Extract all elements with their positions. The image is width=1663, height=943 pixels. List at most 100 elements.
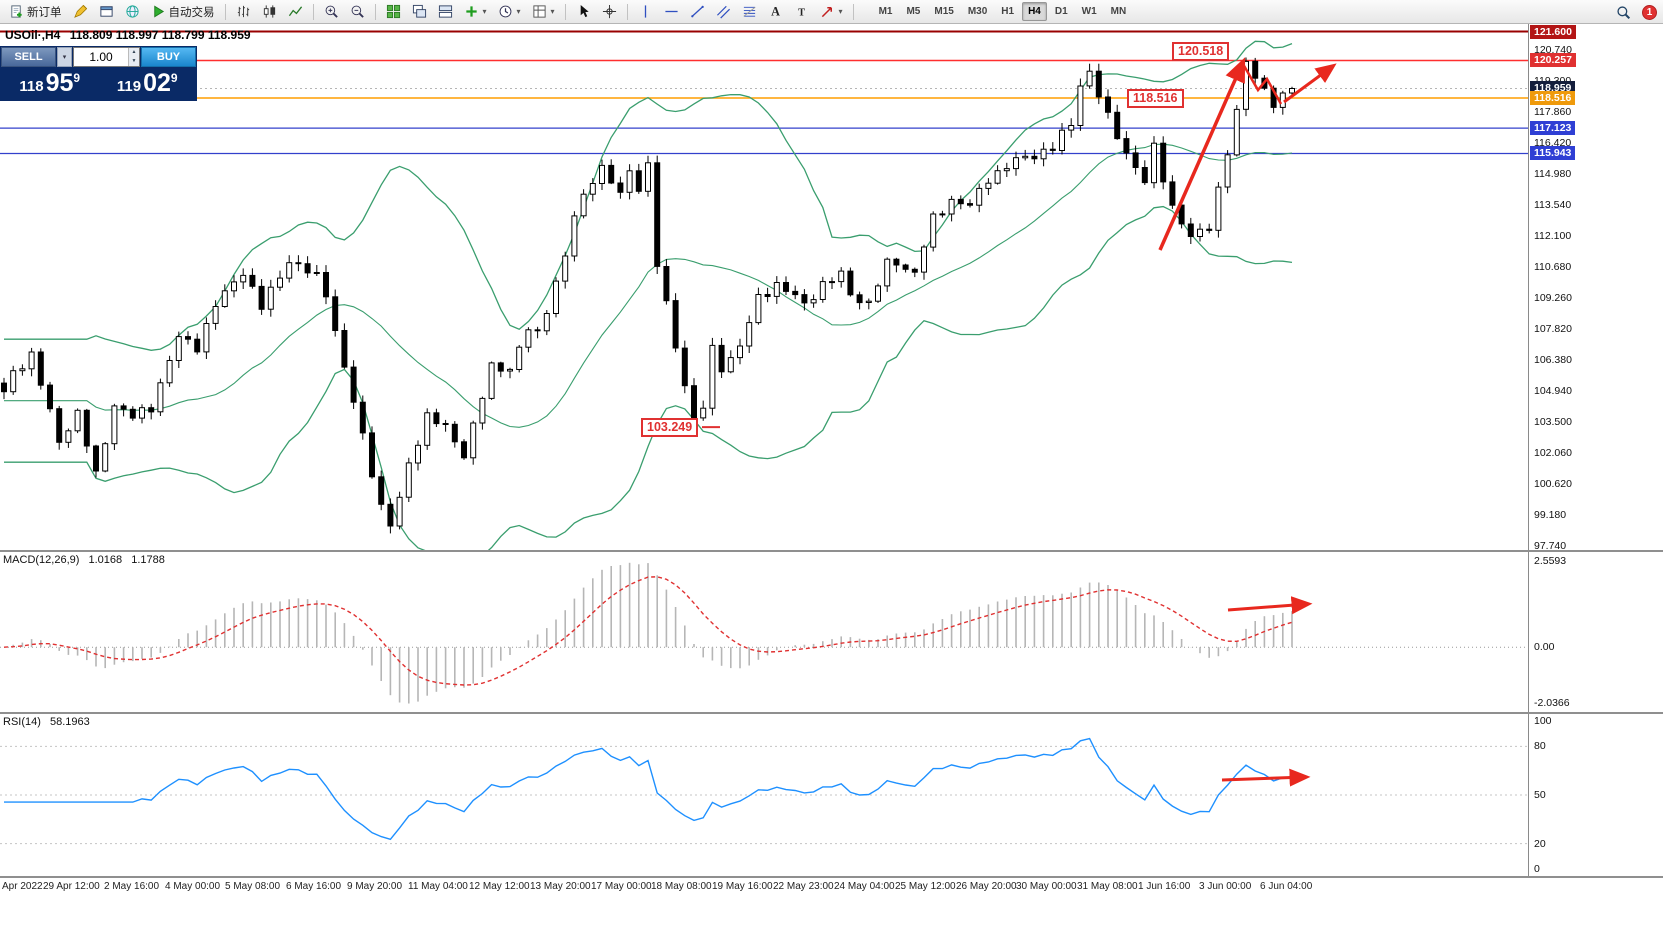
sell-button[interactable]: SELL <box>1 47 56 67</box>
macd-canvas[interactable] <box>0 552 1528 712</box>
timeframe-h4-button[interactable]: H4 <box>1022 2 1047 21</box>
notification-badge[interactable]: 1 <box>1642 5 1657 20</box>
order-options-button[interactable]: ▾ <box>57 47 72 67</box>
text-button[interactable]: A <box>763 1 788 22</box>
buy-button[interactable]: BUY <box>141 47 196 67</box>
play-icon <box>151 4 166 19</box>
timeframe-w1-button[interactable]: W1 <box>1081 6 1097 17</box>
template-grid-icon <box>532 4 547 19</box>
timeframe-m1-button[interactable]: M1 <box>878 6 893 17</box>
price-axis-label: 117.860 <box>1534 106 1572 119</box>
zoom-in-button[interactable] <box>319 1 344 22</box>
toolbar-separator <box>626 3 628 20</box>
chevron-down-icon: ▾ <box>838 7 843 16</box>
timeframe-mn-button[interactable]: MN <box>1110 6 1127 17</box>
rsi-axis[interactable]: 100 80 50 20 0 <box>1528 714 1663 876</box>
community-button[interactable] <box>120 1 145 22</box>
horizontal-line-button[interactable] <box>659 1 684 22</box>
price-annotation-peak[interactable]: 120.518 <box>1172 42 1230 61</box>
cascade-windows-button[interactable] <box>407 1 432 22</box>
metaeditor-button[interactable] <box>68 1 93 22</box>
crosshair-button[interactable] <box>597 1 622 22</box>
timeframe-m5-button[interactable]: M5 <box>906 6 921 17</box>
new-order-button[interactable]: 新订单 <box>4 1 67 22</box>
time-axis-label: 18 May 08:00 <box>651 881 712 892</box>
timeframe-h1-button[interactable]: H1 <box>1001 6 1015 17</box>
timeframe-d1-button[interactable]: D1 <box>1054 6 1068 17</box>
time-axis-label: 19 May 16:00 <box>712 881 773 892</box>
time-axis-label: 6 May 16:00 <box>286 881 342 892</box>
price-annotation-mid[interactable]: 118.516 <box>1127 89 1184 108</box>
ask-price[interactable]: 119 02 9 <box>99 71 197 96</box>
text-label-icon: T <box>794 4 809 19</box>
terminal-button[interactable] <box>94 1 119 22</box>
bid-price[interactable]: 118 95 9 <box>1 71 99 96</box>
macd-axis-max: 2.5593 <box>1534 555 1567 567</box>
panel-divider[interactable] <box>0 712 1663 714</box>
price-annotation-low[interactable]: 103.249 <box>641 418 699 437</box>
rsi-canvas[interactable] <box>0 714 1528 876</box>
price-axis[interactable]: 120.740119.300117.860116.420114.980113.5… <box>1528 24 1663 550</box>
bid-whole: 118 <box>19 78 44 95</box>
chart-line-button[interactable] <box>283 1 308 22</box>
rsi-panel[interactable]: RSI(14) 58.1963 <box>0 714 1528 876</box>
price-axis-label: 102.060 <box>1534 446 1572 459</box>
ask-point: 9 <box>170 71 178 85</box>
rsi-axis-label: 50 <box>1534 789 1546 801</box>
time-axis[interactable]: Apr 2022 29 Apr 12:00 2 May 16:00 4 May 00:… <box>0 878 1663 898</box>
macd-label: MACD(12,26,9) <box>3 554 80 566</box>
macd-axis-min: -2.0366 <box>1534 697 1570 709</box>
price-axis-label: 116.420 <box>1534 137 1572 150</box>
trendline-button[interactable] <box>685 1 710 22</box>
templates-button[interactable]: ▾ <box>527 1 560 22</box>
fibonacci-button[interactable] <box>737 1 762 22</box>
macd-main-value: 1.0168 <box>88 554 123 566</box>
macd-axis[interactable]: 2.5593 0.00 -2.0366 <box>1528 552 1663 712</box>
macd-panel[interactable]: MACD(12,26,9) 1.0168 1.1788 <box>0 552 1528 712</box>
cursor-button[interactable] <box>571 1 596 22</box>
main-chart-canvas[interactable] <box>0 24 1528 550</box>
chart-title: USOil·,H4 118.809 118.997 118.799 118.95… <box>5 28 251 42</box>
price-axis-label: 97.740 <box>1534 539 1567 550</box>
volume-increase-button[interactable]: ▲ <box>131 49 137 55</box>
channel-icon <box>716 4 731 19</box>
time-axis-label: 11 May 04:00 <box>408 881 468 892</box>
tile-windows-button[interactable] <box>381 1 406 22</box>
svg-text:T: T <box>798 7 805 18</box>
svg-text:A: A <box>771 5 780 19</box>
chart-candles-button[interactable] <box>257 1 282 22</box>
main-chart-panel[interactable]: USOil·,H4 118.809 118.997 118.799 118.95… <box>0 24 1528 550</box>
price-axis-badge: 118.516 <box>1530 91 1576 106</box>
timeframe-m30-button[interactable]: M30 <box>967 6 988 17</box>
toolbar-separator <box>312 3 314 20</box>
channel-button[interactable] <box>711 1 736 22</box>
stack-windows-button[interactable] <box>433 1 458 22</box>
toolbar-right-cluster: 1 <box>1611 2 1657 23</box>
price-axis-label: 120.740 <box>1534 44 1572 57</box>
rsi-axis-label: 0 <box>1534 863 1540 875</box>
arrows-button[interactable]: ▾ <box>815 1 848 22</box>
panel-divider[interactable] <box>0 876 1663 878</box>
volume-decrease-button[interactable]: ▼ <box>131 58 137 64</box>
zoom-in-icon <box>324 4 339 19</box>
vertical-line-button[interactable] <box>633 1 658 22</box>
zoom-out-button[interactable] <box>345 1 370 22</box>
volume-stepper[interactable]: 1.00 ▲ ▼ <box>73 47 140 67</box>
bid-pips: 95 <box>45 69 74 97</box>
price-axis-label: 99.180 <box>1534 508 1567 521</box>
chevron-down-icon: ▾ <box>516 7 521 16</box>
volume-value[interactable]: 1.00 <box>89 50 113 64</box>
search-button[interactable] <box>1611 2 1636 23</box>
indicators-button[interactable]: ▾ <box>459 1 492 22</box>
label-button[interactable]: T <box>789 1 814 22</box>
panel-divider[interactable] <box>0 550 1663 552</box>
arrow-draw-icon <box>820 4 835 19</box>
price-axis-label: 110.680 <box>1534 260 1572 273</box>
chart-bars-button[interactable] <box>231 1 256 22</box>
price-axis-badge: 115.943 <box>1530 146 1576 161</box>
price-axis-label: 112.100 <box>1534 230 1572 243</box>
periods-button[interactable]: ▾ <box>493 1 526 22</box>
timeframe-m15-button[interactable]: M15 <box>934 6 954 17</box>
autotrading-button[interactable]: 自动交易 <box>146 1 220 22</box>
